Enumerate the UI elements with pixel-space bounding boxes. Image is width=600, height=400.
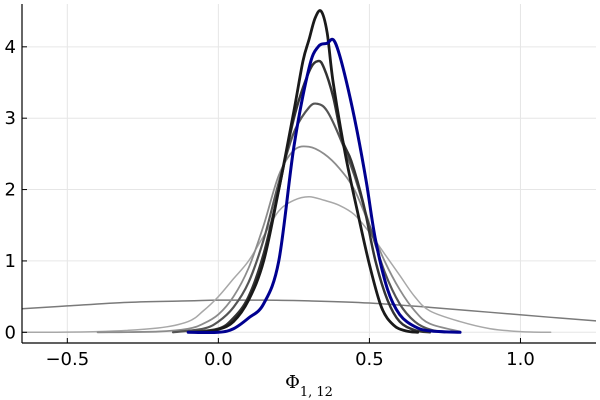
series-group xyxy=(22,9,596,335)
y-tick-label: 4 xyxy=(5,37,16,58)
series-line-7 xyxy=(186,37,462,335)
x-tick-label: −0.5 xyxy=(45,349,89,370)
x-axis-label: Φ1, 12 xyxy=(285,372,333,400)
series-line-5 xyxy=(186,59,432,334)
axes xyxy=(21,4,596,344)
x-tick-label: 1.0 xyxy=(506,349,535,370)
x-axis-label-subscript: 1, 12 xyxy=(300,385,333,400)
series-line-3 xyxy=(96,145,461,334)
grid xyxy=(22,4,596,343)
x-tick-label: 0.0 xyxy=(204,349,233,370)
y-tick-label: 0 xyxy=(5,322,16,343)
x-tick-labels: −0.5 0.0 0.5 1.0 xyxy=(45,349,534,370)
y-tick-label: 3 xyxy=(5,108,16,129)
series-line-1 xyxy=(22,299,596,322)
y-tick-label: 2 xyxy=(5,180,16,201)
x-axis-label-main: Φ xyxy=(285,372,300,393)
y-tick-labels: 0 1 2 3 4 xyxy=(5,37,16,343)
series-line-4 xyxy=(171,102,447,334)
x-tick-label: 0.5 xyxy=(355,349,384,370)
y-tick-label: 1 xyxy=(5,251,16,272)
series-line-6 xyxy=(201,9,420,334)
series-line-2 xyxy=(22,195,552,334)
